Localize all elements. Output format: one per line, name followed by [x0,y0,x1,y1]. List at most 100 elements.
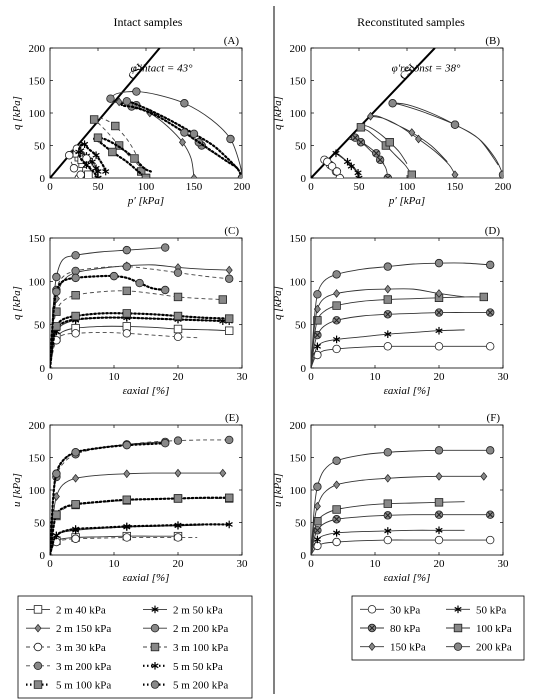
data-point [71,273,80,283]
x-tick-label: 20 [434,371,446,383]
y-tick-label: 150 [290,76,307,88]
x-tick-label: 50 [93,181,105,193]
y-tick-label: 100 [29,276,46,288]
legend-item: 5 m 50 kPa [143,661,223,673]
data-point [225,265,233,275]
series-200-kpa [311,446,495,555]
data-point [109,271,119,281]
y-tick-label: 200 [290,43,307,55]
data-point [190,173,198,178]
data-point [384,284,392,294]
marker-star-arm [435,527,443,533]
series-80-kpa [311,308,495,368]
data-point [435,526,443,535]
legend-item: 5 m 100 kPa [26,680,111,692]
y-tick-label: 150 [290,233,307,245]
data-point [226,134,235,144]
y-tick-label: 200 [290,420,307,432]
series-3-m-30-kpa [50,329,198,368]
marker-cross [384,174,389,178]
data-point [383,499,392,508]
data-point [122,440,131,450]
data-point [313,482,322,491]
x-axis-label: p′ [kPa] [127,195,164,207]
legend-marker [368,642,376,652]
legend-frame [351,595,525,661]
marker-cross [314,332,321,339]
x-axis-label: εaxial [%] [123,572,170,584]
data-point [52,469,61,478]
legend-marker [33,642,43,652]
data-point [71,311,80,321]
y-axis-label: q [kPa] [272,286,284,320]
data-point [71,266,80,276]
data-point [52,272,61,282]
y-tick-label: 0 [40,173,46,185]
data-point [173,324,183,334]
x-tick-label: 100 [138,181,155,193]
data-point [94,174,102,178]
marker-star-arm [357,175,363,178]
data-point [84,170,93,178]
legend-label: 30 kPa [390,604,420,616]
data-point [367,111,375,121]
x-tick-label: 0 [47,371,53,383]
data-point [434,446,444,455]
data-point [486,446,495,455]
series-2-m-150-kpa [112,97,198,178]
series-5-m-50-kpa [75,140,110,178]
data-point [333,335,341,344]
legend-marker [33,661,43,670]
marker-cross [357,139,364,146]
data-point [89,115,99,124]
x-tick-label: 0 [308,558,314,570]
data-point [384,527,392,535]
data-point [347,162,355,171]
data-point [160,285,170,295]
data-point [450,120,460,129]
data-point [434,342,444,351]
series-line [311,449,491,555]
series-line [311,329,465,368]
data-point [132,87,141,96]
legend-marker [150,624,160,633]
y-axis-label: q [kPa] [11,96,23,130]
series-2-m-50-kpa [50,313,227,368]
data-point [76,170,85,178]
marker-star-arm [355,175,361,178]
data-point [383,173,392,178]
data-point [313,290,322,299]
data-point [356,123,366,132]
y-tick-label: 200 [29,43,46,55]
data-point [123,469,131,479]
legend-label: 3 m 200 kPa [56,661,111,673]
data-point [122,262,131,271]
data-point [173,494,183,503]
data-point [384,330,392,338]
marker-star-arm [151,663,159,669]
legend-label: 2 m 200 kPa [173,623,228,635]
legend-label: 200 kPa [476,642,512,654]
data-point [332,316,341,325]
marker-star-arm [102,169,110,174]
series-100-kpa [311,292,488,368]
data-point [224,435,234,445]
legend-label: 5 m 50 kPa [173,661,223,673]
plot-area [50,243,234,368]
data-point [388,99,397,108]
plot-frame [310,424,504,556]
data-point [64,151,74,160]
marker-cross [435,511,443,518]
series-3-m-100-kpa [50,286,227,368]
marker-cross [487,511,494,518]
data-point [408,128,416,137]
marker-star-arm [123,523,131,529]
data-point [486,260,495,270]
data-point [332,537,341,547]
legend-label: 5 m 200 kPa [173,680,228,692]
data-point [375,155,385,164]
data-point [332,505,341,514]
series-50-kpa [311,526,465,555]
data-point [356,138,366,147]
data-point [122,495,131,504]
